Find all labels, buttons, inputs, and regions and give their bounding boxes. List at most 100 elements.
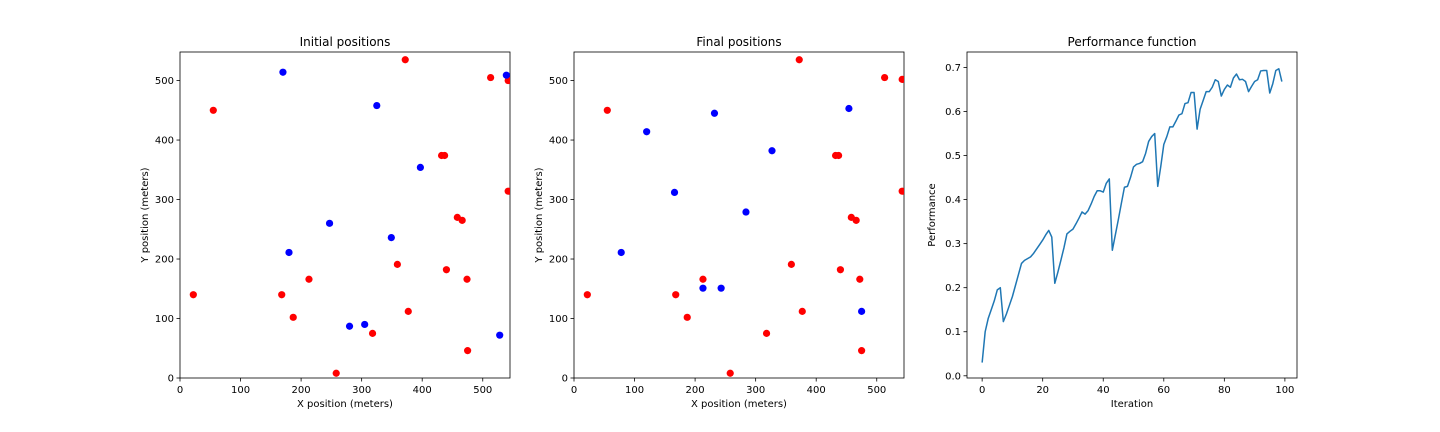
x-tick-label: 400 <box>807 385 826 396</box>
x-tick-label: 100 <box>231 385 250 396</box>
x-tick-label: 20 <box>1036 385 1049 396</box>
scatter-point <box>795 56 803 64</box>
scatter-point <box>898 75 904 83</box>
scatter-point <box>798 307 806 315</box>
x-tick-label: 300 <box>352 385 371 396</box>
scatter-point <box>852 216 860 224</box>
y-tick-label: 400 <box>549 136 568 147</box>
scatter-point <box>416 163 424 172</box>
plot-frame <box>966 51 1298 379</box>
x-tick-label: 80 <box>1218 385 1231 396</box>
scatter-point <box>442 266 451 274</box>
y-axis-label: Performance <box>927 183 938 246</box>
y-axis-label: Y position (meters) <box>534 167 545 263</box>
x-tick-label: 200 <box>292 385 311 396</box>
y-tick-label: 0.1 <box>945 327 961 338</box>
x-tick-label: 500 <box>473 385 492 396</box>
chart-panel-1: 0 100 200 300 400 500 0 100 200 300 400 500 Initial … <box>140 35 511 410</box>
scatter-point <box>768 147 776 155</box>
scatter-point <box>672 291 680 299</box>
y-tick-label: 0 <box>562 374 568 385</box>
y-tick-label: 0.3 <box>945 239 961 250</box>
scatter-point <box>858 307 866 315</box>
x-axis-label: X position (meters) <box>297 399 393 410</box>
scatter-point <box>487 73 495 82</box>
scatter-point <box>464 347 472 355</box>
scatter-point <box>643 128 651 136</box>
chart-title: Final positions <box>696 35 781 49</box>
chart-title: Performance function <box>1068 35 1197 49</box>
y-tick-label: 300 <box>155 195 174 206</box>
series-line <box>981 67 1283 363</box>
y-axis-label: Y position (meters) <box>140 167 151 263</box>
scatter-point <box>463 275 471 283</box>
x-tick-label: 100 <box>1275 385 1294 396</box>
y-tick-label: 0.2 <box>945 283 961 294</box>
scatter-point <box>401 56 409 64</box>
scatter-point <box>373 101 381 110</box>
scatter-point <box>856 275 864 283</box>
x-tick-label: 0 <box>979 385 985 396</box>
x-tick-label: 40 <box>1097 385 1110 396</box>
y-tick-label: 100 <box>549 314 568 325</box>
scatter-point <box>458 216 466 224</box>
scatter-point <box>345 322 354 330</box>
scatter-point <box>710 109 719 117</box>
scatter-point <box>583 291 591 299</box>
scatter-point <box>361 320 369 329</box>
scatter-point <box>496 331 504 339</box>
plot-frame <box>573 51 905 379</box>
x-axis-label: Iteration <box>1111 399 1153 410</box>
scatter-point <box>787 260 795 268</box>
scatter-point <box>699 284 707 292</box>
scatter-point <box>762 329 771 337</box>
scatter-point <box>393 260 401 268</box>
scatter-point <box>881 73 889 82</box>
chart-title: Initial positions <box>300 35 391 49</box>
scatter-point <box>835 151 843 160</box>
y-tick-label: 300 <box>549 195 568 206</box>
plot-frame <box>179 51 511 379</box>
scatter-point <box>305 275 313 283</box>
plot-area <box>189 56 510 377</box>
y-tick-label: 200 <box>549 255 568 266</box>
scatter-point <box>368 329 377 337</box>
y-tick-label: 0.4 <box>945 195 961 206</box>
scatter-point <box>279 68 287 76</box>
scatter-point <box>717 284 725 292</box>
scatter-point <box>845 104 853 113</box>
y-tick-label: 0.6 <box>945 107 961 118</box>
scatter-point <box>726 369 734 377</box>
scatter-point <box>278 291 286 299</box>
y-tick-label: 200 <box>155 255 174 266</box>
x-tick-label: 500 <box>867 385 886 396</box>
x-tick-label: 0 <box>571 385 577 396</box>
scatter-point <box>325 219 334 227</box>
x-tick-label: 0 <box>177 385 183 396</box>
x-tick-label: 100 <box>625 385 644 396</box>
y-tick-label: 0.5 <box>945 151 961 162</box>
y-tick-label: 0.0 <box>945 371 961 382</box>
scatter-point <box>189 291 197 299</box>
y-tick-label: 400 <box>155 136 174 147</box>
scatter-point <box>836 266 845 274</box>
scatter-point <box>898 187 904 195</box>
scatter-point <box>387 234 395 242</box>
scatter-point <box>504 187 510 195</box>
plot-area <box>981 67 1283 363</box>
scatter-point <box>209 106 217 114</box>
scatter-point <box>670 188 679 196</box>
scatter-point <box>683 313 691 321</box>
x-tick-label: 400 <box>413 385 432 396</box>
chart-panel-2: 0 100 200 300 400 500 0 100 200 300 400 500 Final po… <box>534 35 905 410</box>
x-tick-label: 300 <box>746 385 765 396</box>
scatter-point <box>858 347 866 355</box>
y-tick-label: 100 <box>155 314 174 325</box>
scatter-point <box>502 71 510 79</box>
y-tick-label: 0.7 <box>945 63 961 74</box>
scatter-point <box>285 248 293 257</box>
scatter-point <box>603 106 611 114</box>
y-tick-label: 500 <box>549 76 568 87</box>
scatter-point <box>441 151 449 160</box>
scatter-point <box>617 248 625 257</box>
